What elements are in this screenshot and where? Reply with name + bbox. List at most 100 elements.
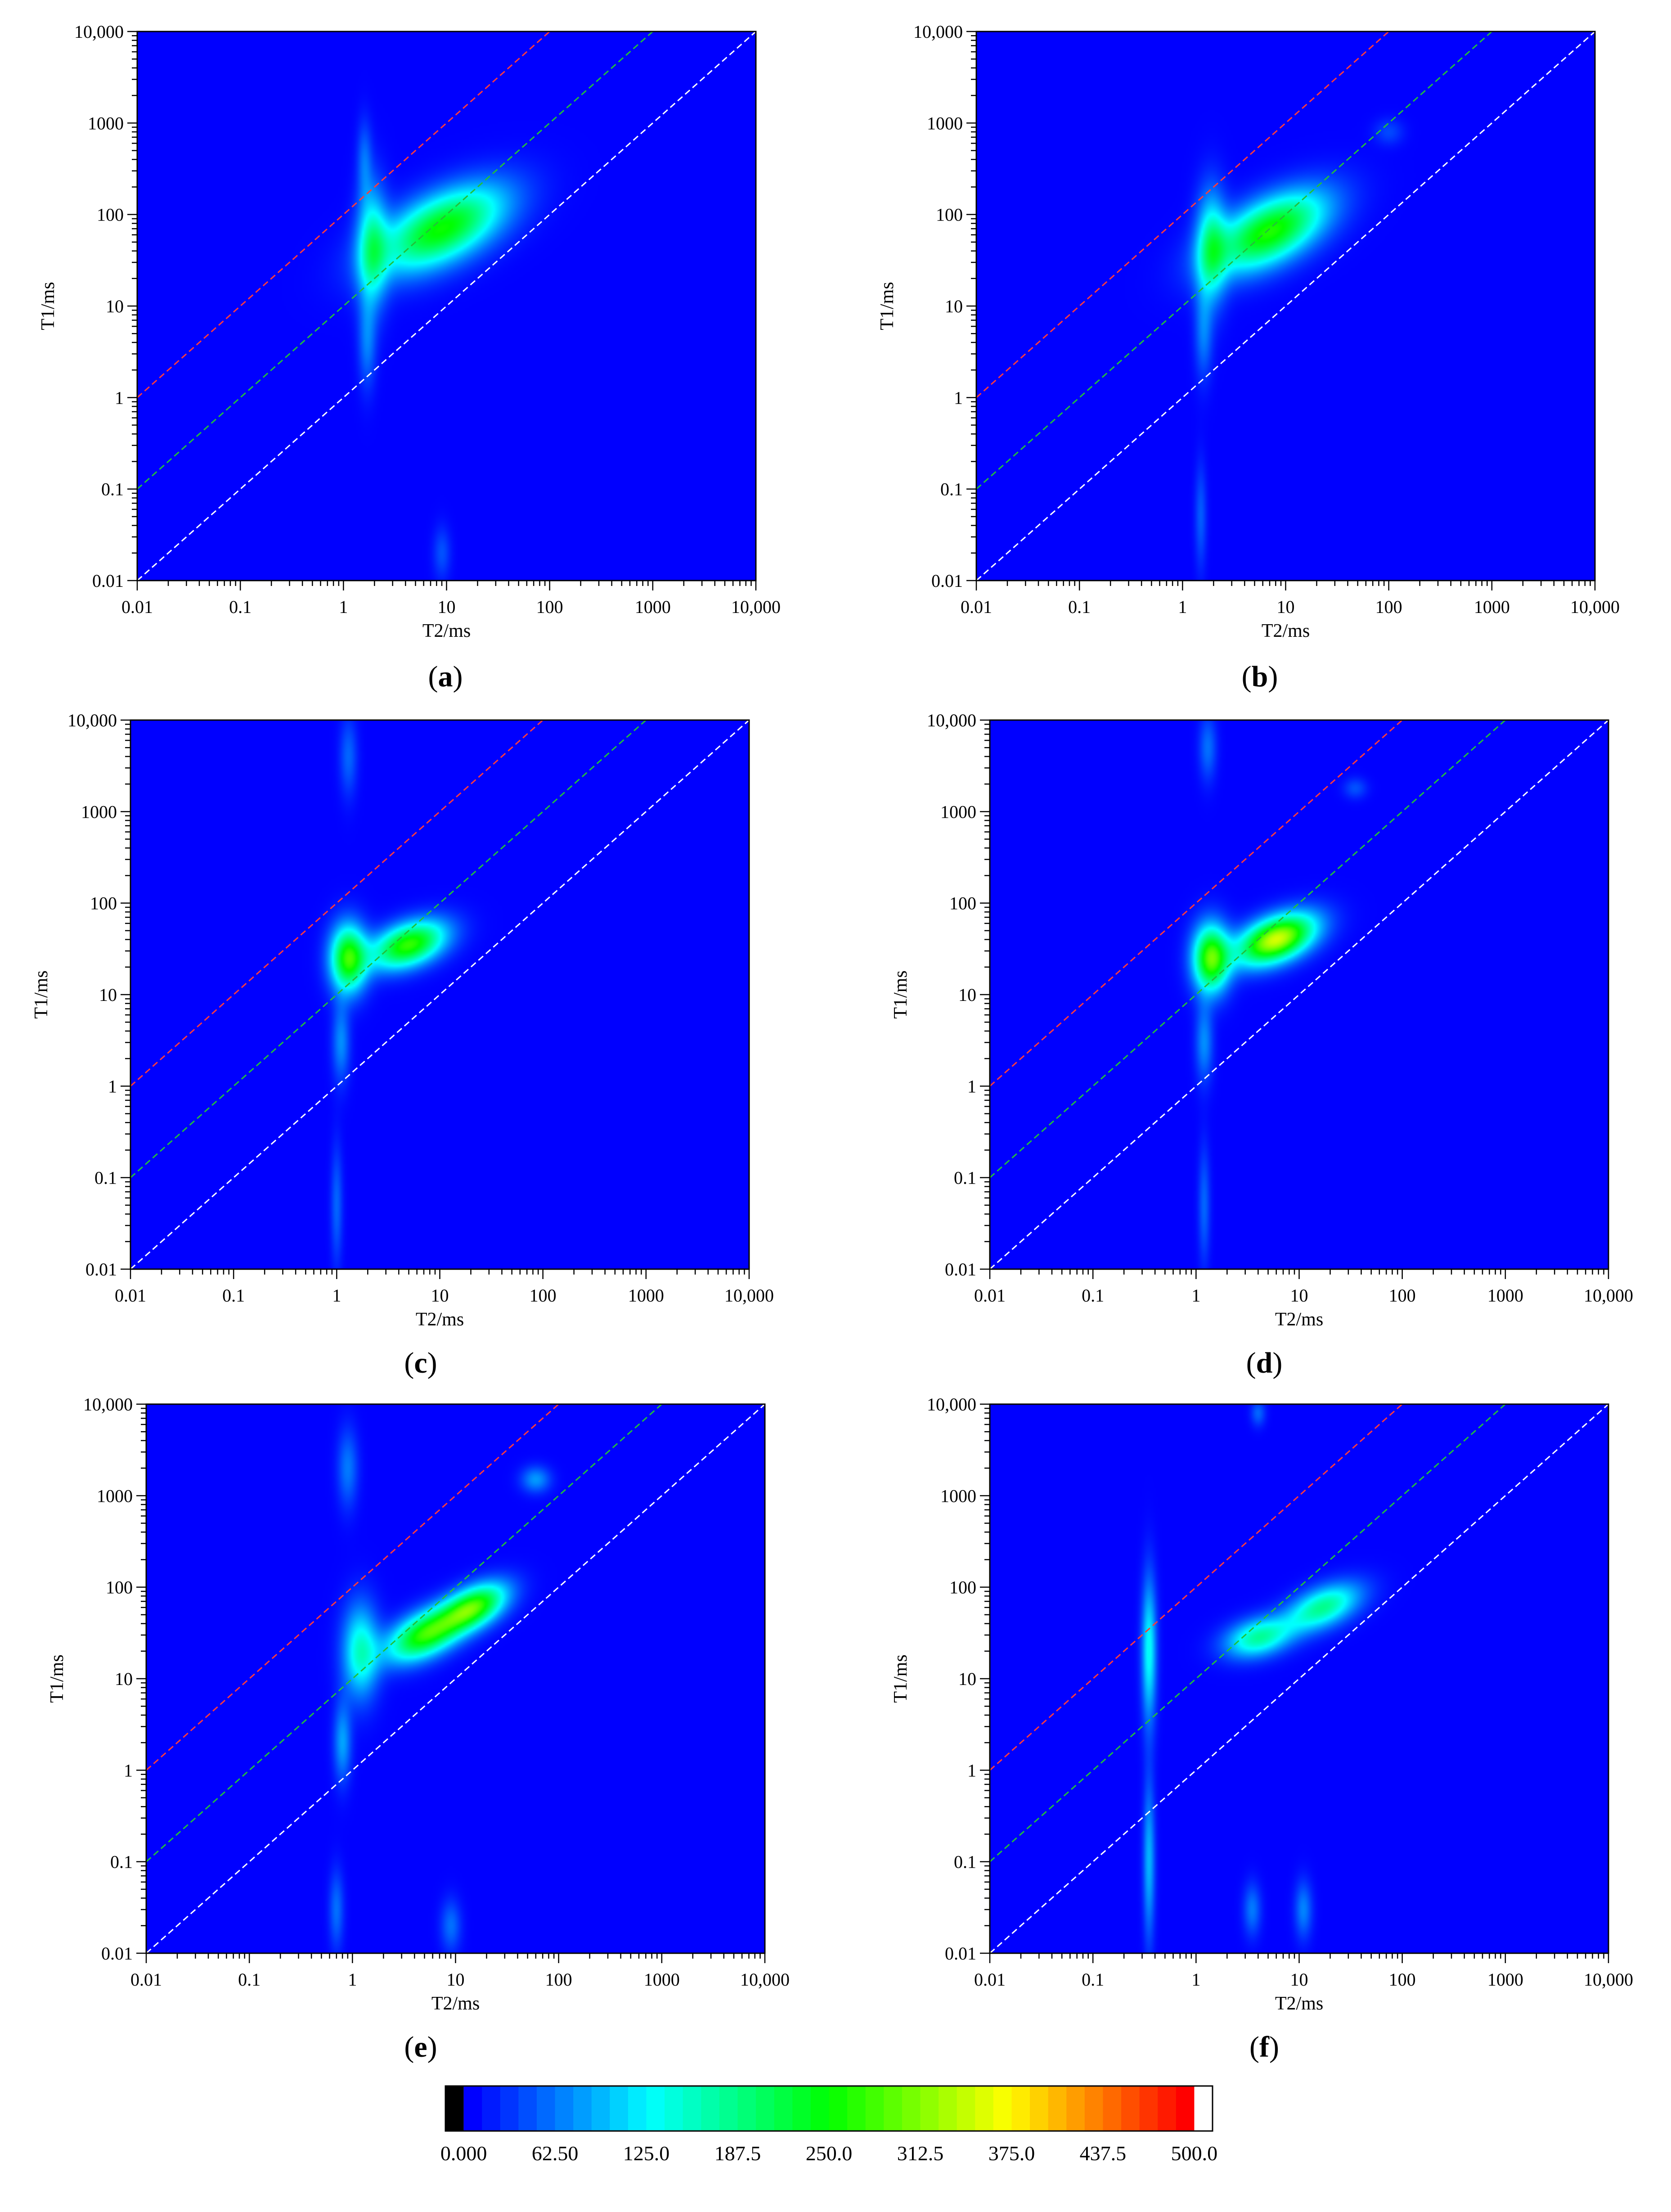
y-tick-label: 1 [108,1076,117,1096]
y-axis-label: T1/ms [38,282,58,330]
colorbar-frame [445,2085,1213,2132]
x-tick-label: 1 [1191,1285,1200,1306]
x-tick-label: 0.01 [121,597,153,617]
colorbar-cell [920,2086,939,2131]
colorbar-cell [957,2086,975,2131]
y-tick-label: 1 [967,1076,976,1096]
y-tick-label: 0.1 [954,1168,976,1188]
reference-line [130,719,544,1087]
colorbar-cell [1048,2086,1067,2131]
colorbar-cell [573,2086,592,2131]
x-tick-label: 1000 [1487,1969,1523,1990]
panel-caption: (e) [404,2031,437,2063]
colorbar-cell [902,2086,921,2131]
x-tick-label: 10 [431,1285,449,1306]
colorbar-cell [737,2086,756,2131]
x-tick-label: 1000 [1474,597,1510,617]
y-tick-label: 10 [958,985,976,1005]
colorbar-cell [701,2086,720,2131]
tick-marks [966,31,1596,590]
y-axis-label: T1/ms [890,1654,911,1703]
y-axis-label: T1/ms [890,970,911,1018]
reference-line [989,719,1609,1270]
y-tick-label: 10,000 [67,710,117,730]
y-tick-label: 1 [967,1760,976,1780]
x-tick-label: 10 [438,597,456,617]
colorbar-cell [1103,2086,1122,2131]
reference-line [146,1403,559,1771]
colorbar-cell [610,2086,629,2131]
x-tick-label: 100 [530,1285,557,1306]
y-tick-label: 0.1 [940,479,963,500]
colorbar-cell [518,2086,537,2131]
x-axis-label: T2/ms [1275,1993,1323,2014]
colorbar-cell [829,2086,848,2131]
panel-a: 0.01 0.1 1 10 100 1000 10,000 0.01 0.1 1 10 100 1000… [38,22,781,693]
y-tick-label: 10 [958,1669,976,1689]
y-tick-label: 100 [949,1577,976,1598]
y-tick-label: 1 [115,387,124,408]
colorbar-cell [810,2086,830,2131]
x-tick-label: 0.1 [1082,1969,1104,1990]
colorbar-cell [463,2086,482,2131]
y-tick-label: 1000 [97,1486,133,1506]
x-tick-label: 1 [1178,597,1187,617]
panel-e: 0.01 0.1 1 10 100 1000 10,000 0.01 0.1 1 10 100 1000… [47,1394,790,2063]
x-tick-label: 10,000 [1570,597,1620,617]
panel-caption: (a) [428,660,463,693]
x-tick-label: 100 [1375,597,1402,617]
x-tick-label: 1 [1191,1969,1200,1990]
x-tick-label: 1000 [635,597,671,617]
y-tick-label: 0.1 [110,1852,133,1872]
y-tick-label: 0.01 [931,571,963,591]
colorbar-cell [1011,2086,1030,2131]
y-tick-label: 0.01 [101,1943,133,1964]
x-axis-label: T2/ms [1275,1309,1323,1330]
x-tick-label: 10 [447,1969,465,1990]
y-tick-label: 0.1 [94,1168,117,1188]
panel-f: 0.01 0.1 1 10 100 1000 10,000 0.01 0.1 1 10 100 1000… [890,1394,1633,2063]
colorbar-cell [1194,2086,1213,2131]
colorbar-cell [1084,2086,1104,2131]
y-tick-label: 0.01 [92,571,124,591]
y-tick-label: 1000 [927,113,963,133]
x-axis-label: T2/ms [431,1993,480,2014]
colorbar-cell [482,2086,501,2131]
y-tick-label: 10,000 [74,22,124,42]
x-tick-label: 0.01 [974,1969,1006,1990]
colorbar-cell [1121,2086,1140,2131]
tick-marks [136,1403,766,1963]
y-tick-label: 10 [99,985,117,1005]
y-tick-label: 10,000 [913,22,963,42]
y-tick-label: 10,000 [927,710,976,730]
x-tick-label: 10 [1290,1285,1308,1306]
y-tick-label: 100 [97,205,124,225]
y-tick-label: 100 [936,205,963,225]
panel-c: 0.01 0.1 1 10 100 1000 10,000 0.01 0.1 1 10 100 1000… [31,710,774,1379]
y-tick-label: 10 [115,1669,133,1689]
reference-line [976,31,1492,490]
reference-line [137,31,756,581]
colorbar-tick-label: 437.5 [1080,2142,1127,2165]
colorbar-cell [792,2086,811,2131]
x-tick-label: 100 [536,597,563,617]
x-axis-label: T2/ms [416,1309,464,1330]
x-tick-label: 0.1 [238,1969,261,1990]
y-tick-label: 0.1 [954,1852,976,1872]
x-tick-label: 1 [348,1969,357,1990]
panel-caption: (f) [1249,2031,1279,2063]
x-tick-label: 100 [1389,1285,1416,1306]
x-tick-label: 0.01 [974,1285,1006,1306]
colorbar-cell [756,2086,775,2131]
tick-marks [980,1403,1609,1963]
x-tick-label: 10,000 [731,597,781,617]
colorbar-cell [975,2086,994,2131]
colorbar-tick-label: 500.0 [1171,2142,1218,2165]
colorbar-cell [646,2086,665,2131]
x-tick-label: 0.1 [222,1285,245,1306]
colorbar-cell [884,2086,903,2131]
x-tick-label: 10,000 [1584,1285,1633,1306]
y-tick-label: 1000 [81,802,117,822]
y-tick-label: 1000 [940,802,976,822]
x-axis-label: T2/ms [422,621,471,641]
